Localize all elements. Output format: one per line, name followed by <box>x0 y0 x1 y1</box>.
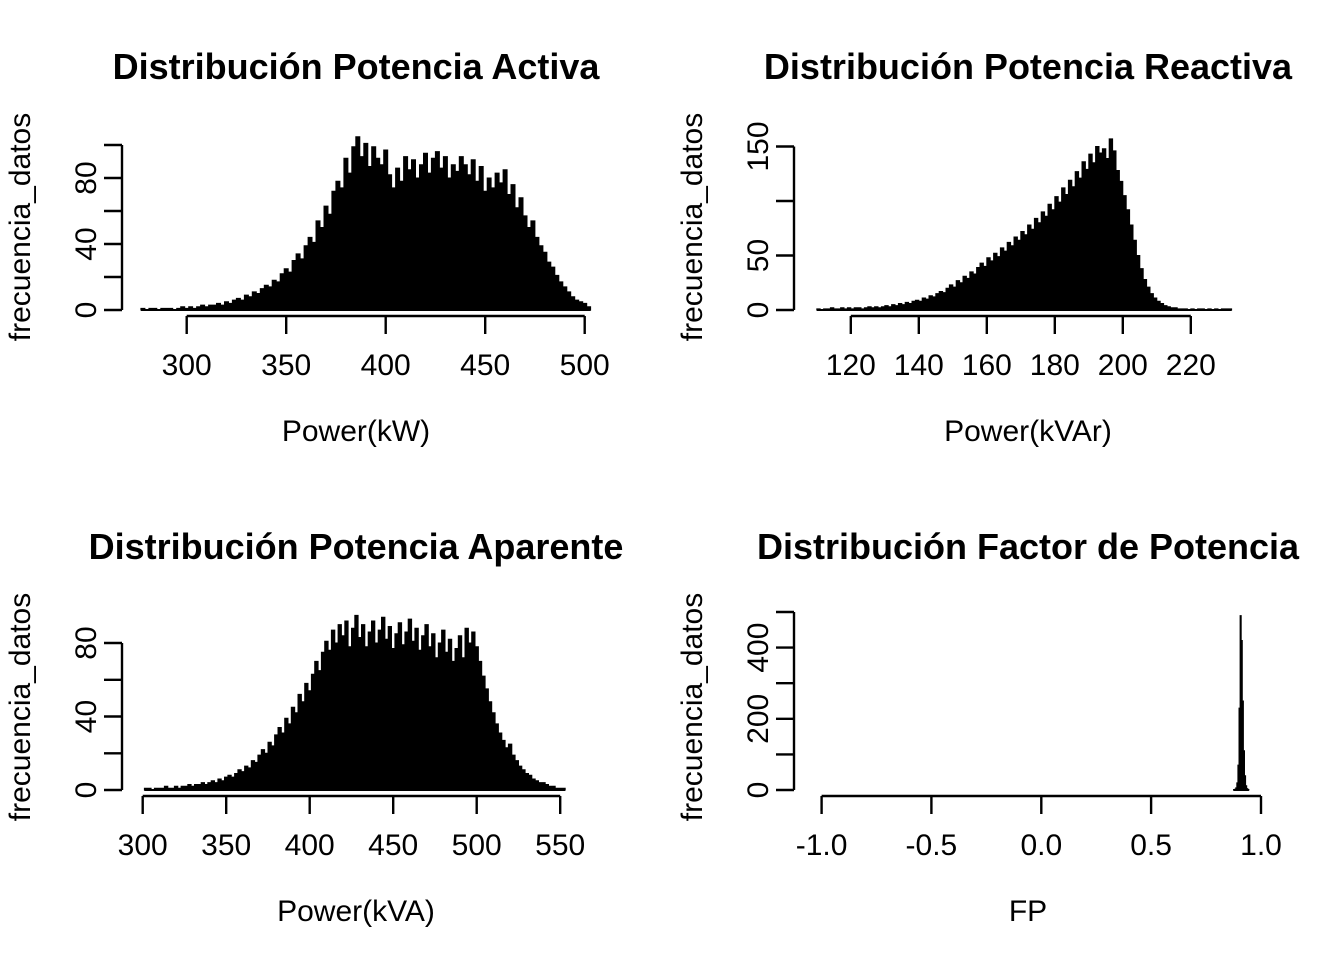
y-tick-label: 40 <box>70 700 103 733</box>
y-tick-label: 0 <box>742 782 775 799</box>
x-tick-label: 550 <box>535 829 585 862</box>
x-tick-label: 160 <box>962 349 1012 382</box>
x-tick-label: 1.0 <box>1240 829 1282 862</box>
histogram-bars <box>140 136 592 311</box>
plot-region: 300 350 400 450 500 0 40 80 <box>70 136 610 382</box>
x-tick-label: 400 <box>361 349 411 382</box>
y-axis-label: frecuencia_datos <box>4 593 37 822</box>
x-tick-label: 0.0 <box>1020 829 1062 862</box>
plot-region: 120 140 160 180 200 220 0 50 150 <box>742 121 1233 382</box>
plot-region: -1.0 -0.5 0.0 0.5 1.0 0 200 400 <box>742 610 1282 862</box>
y-tick-label-text: 0 <box>70 782 103 799</box>
x-tick-label: 400 <box>285 829 335 862</box>
histogram-panel-potencia-activa: 300 350 400 450 500 0 40 80 Distribución Potenc… <box>0 0 672 480</box>
x-axis-label: Power(kW) <box>282 415 430 448</box>
x-tick-label: -1.0 <box>796 829 848 862</box>
x-tick-label: 350 <box>201 829 251 862</box>
x-tick-label: 500 <box>560 349 610 382</box>
y-tick-label: 400 <box>742 623 775 673</box>
plot-region: 300 350 400 450 500 550 0 40 80 <box>70 614 585 862</box>
x-tick-label: 300 <box>118 829 168 862</box>
y-tick-label: 0 <box>70 302 103 319</box>
x-axis-label: Power(kVA) <box>277 895 435 928</box>
x-tick-label: 450 <box>368 829 418 862</box>
chart-title: Distribución Potencia Activa <box>113 46 601 87</box>
y-tick-label-text: 40 <box>70 700 103 733</box>
chart-title: Distribución Factor de Potencia <box>757 526 1300 567</box>
histogram-plot-potencia-aparente: 300 350 400 450 500 550 0 40 80 Distribución Pot… <box>4 526 624 928</box>
histogram-bars <box>143 614 566 791</box>
y-tick-label-text: 80 <box>70 161 103 194</box>
histogram-bars <box>816 138 1233 311</box>
y-tick-label: 40 <box>70 227 103 260</box>
y-tick-label: 50 <box>742 239 775 272</box>
y-tick-label: 0 <box>742 302 775 319</box>
x-tick-label: 200 <box>1098 349 1148 382</box>
x-tick-label: 120 <box>826 349 876 382</box>
y-tick-label: 80 <box>70 626 103 659</box>
y-tick-label: 80 <box>70 161 103 194</box>
y-axis-label: frecuencia_datos <box>676 113 709 342</box>
y-tick-label-text: 200 <box>742 694 775 744</box>
x-tick-label: 140 <box>894 349 944 382</box>
histogram-panel-potencia-reactiva: 120 140 160 180 200 220 0 50 150 Distribución Po… <box>672 0 1344 480</box>
chart-title: Distribución Potencia Reactiva <box>764 46 1293 87</box>
y-axis-label: frecuencia_datos <box>676 593 709 822</box>
y-tick-label-text: 150 <box>742 121 775 171</box>
y-tick-label-text: 80 <box>70 626 103 659</box>
x-tick-label: -0.5 <box>906 829 958 862</box>
histogram-plot-potencia-activa: 300 350 400 450 500 0 40 80 Distribución Potenc… <box>4 46 610 448</box>
y-tick-label-text: 0 <box>742 782 775 799</box>
y-tick-label: 200 <box>742 694 775 744</box>
x-tick-label: 450 <box>460 349 510 382</box>
x-axis-label: FP <box>1009 895 1047 928</box>
histogram-plot-factor-de-potencia: -1.0 -0.5 0.0 0.5 1.0 0 200 400 Distribución Fa… <box>676 526 1300 928</box>
y-tick-label-text: 40 <box>70 227 103 260</box>
histogram-panel-factor-de-potencia: -1.0 -0.5 0.0 0.5 1.0 0 200 400 Distribución Fa… <box>672 480 1344 960</box>
histogram-plot-potencia-reactiva: 120 140 160 180 200 220 0 50 150 Distribución Po… <box>676 46 1293 448</box>
x-tick-label: 300 <box>162 349 212 382</box>
histogram-bars <box>1233 615 1250 791</box>
x-axis-label: Power(kVAr) <box>944 415 1112 448</box>
x-tick-label: 500 <box>452 829 502 862</box>
chart-title: Distribución Potencia Aparente <box>89 526 624 567</box>
y-tick-label-text: 50 <box>742 239 775 272</box>
x-tick-label: 350 <box>261 349 311 382</box>
y-tick-label: 150 <box>742 121 775 171</box>
y-tick-label-text: 0 <box>742 302 775 319</box>
y-tick-label: 0 <box>70 782 103 799</box>
x-tick-label: 220 <box>1166 349 1216 382</box>
x-tick-label: 180 <box>1030 349 1080 382</box>
x-tick-label: 0.5 <box>1130 829 1172 862</box>
histogram-panel-potencia-aparente: 300 350 400 450 500 550 0 40 80 Distribución Pot… <box>0 480 672 960</box>
y-axis-label: frecuencia_datos <box>4 113 37 342</box>
y-tick-label-text: 400 <box>742 623 775 673</box>
y-tick-label-text: 0 <box>70 302 103 319</box>
